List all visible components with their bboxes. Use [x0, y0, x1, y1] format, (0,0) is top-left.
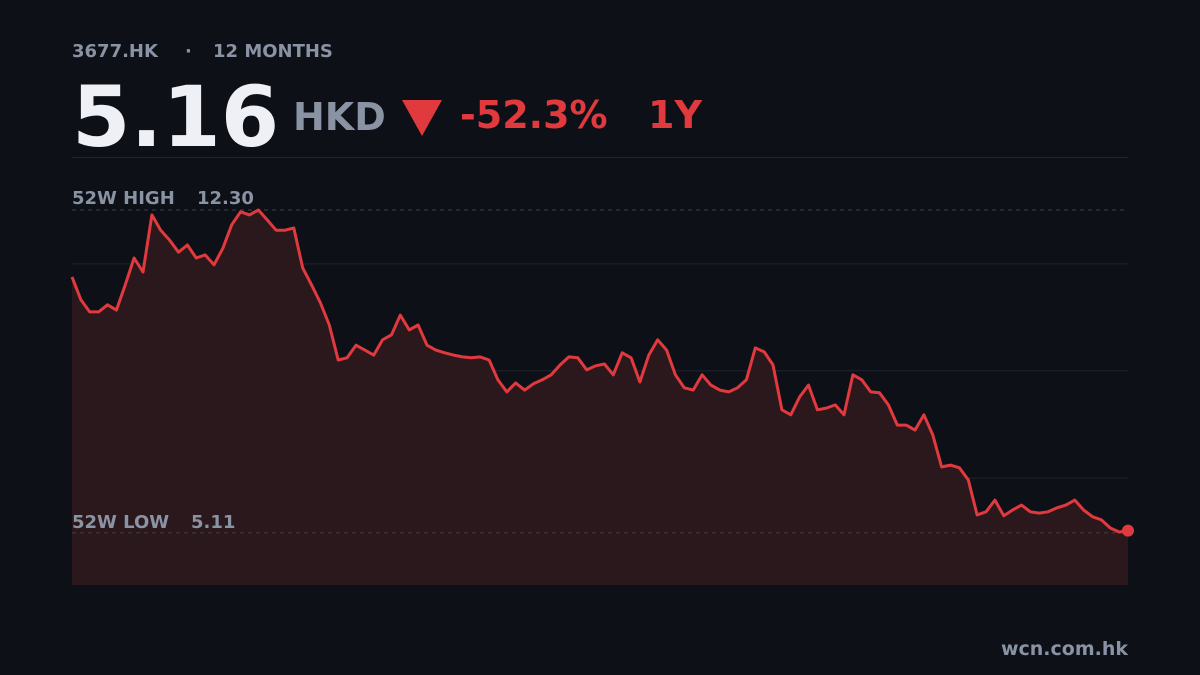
currency: HKD: [293, 95, 386, 139]
period: 12 MONTHS: [213, 41, 333, 62]
ticker: 3677.HK: [72, 41, 159, 62]
change: -52.3%: [460, 93, 608, 137]
price-line: [70, 208, 1129, 534]
price: 5.16: [72, 68, 279, 166]
area: [72, 210, 1128, 585]
separator: ·: [185, 41, 192, 62]
source: wcn.com.hk: [1001, 638, 1128, 660]
low-value: 5.11: [191, 512, 235, 533]
high-value: 12.30: [197, 188, 254, 209]
high-label: 52W HIGH: [72, 188, 175, 209]
range: 1Y: [648, 93, 702, 137]
last-point: [1122, 524, 1134, 537]
down-arrow: [402, 100, 442, 136]
low-label: 52W LOW: [72, 512, 169, 533]
plot: [70, 208, 1134, 585]
